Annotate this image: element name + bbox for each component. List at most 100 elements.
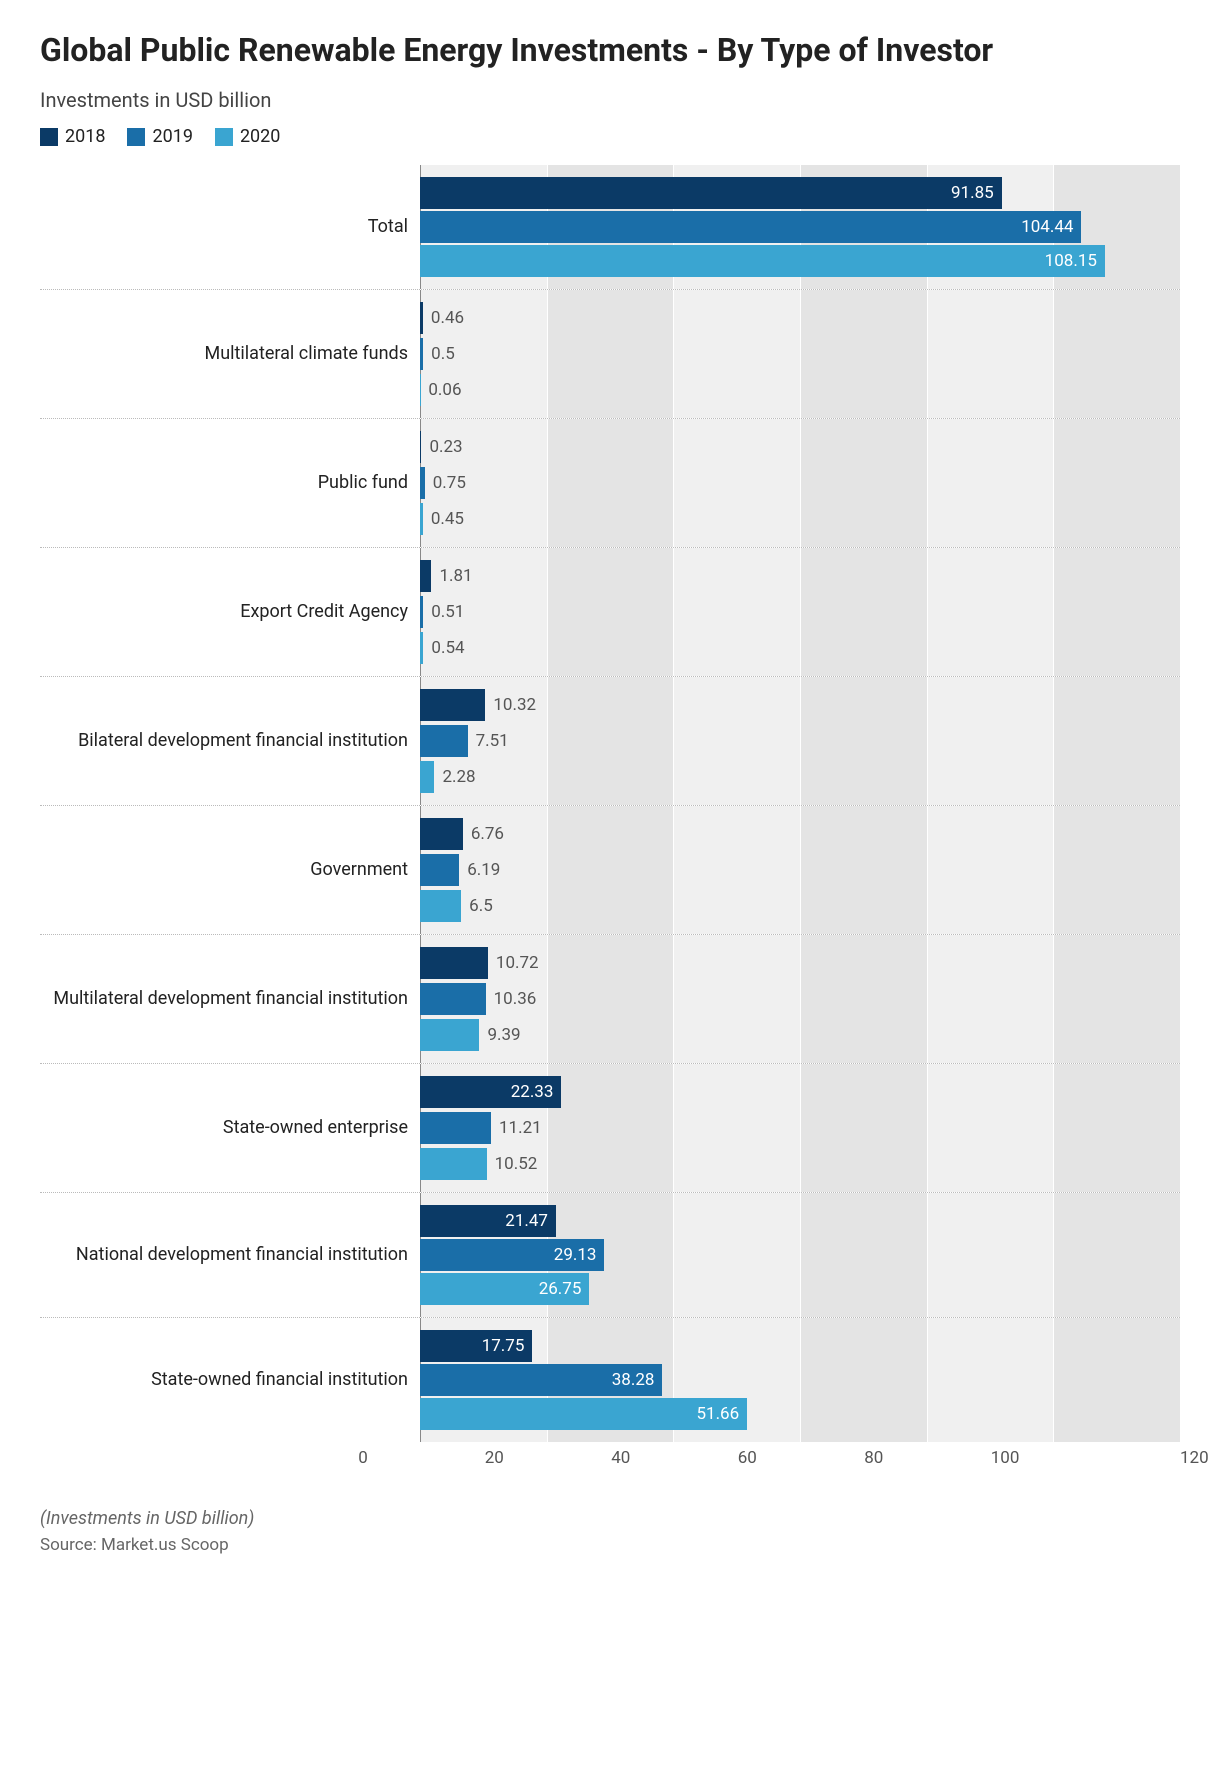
chart-source: Source: Market.us Scoop <box>40 1535 1180 1555</box>
bar <box>420 431 421 463</box>
x-tick-label: 120 <box>1180 1448 1209 1468</box>
bar <box>420 632 423 664</box>
bar: 104.44 <box>420 211 1081 243</box>
bar-value: 21.47 <box>505 1211 548 1231</box>
bar-value: 6.76 <box>471 824 504 844</box>
bar <box>420 818 463 850</box>
legend-swatch <box>40 128 58 146</box>
bar-wrap: 0.45 <box>420 501 1180 537</box>
category-label: Government <box>40 806 420 934</box>
bar-value: 6.19 <box>467 860 500 880</box>
bar-value: 10.36 <box>494 989 537 1009</box>
bars-container: 22.3311.2110.52 <box>420 1064 1180 1192</box>
legend-label: 2020 <box>240 126 280 147</box>
bar <box>420 467 425 499</box>
bar-wrap: 0.06 <box>420 372 1180 408</box>
x-tick: 0 <box>420 1442 547 1468</box>
grid-cell <box>927 1318 1054 1442</box>
grid-cell <box>673 1193 800 1317</box>
bar-value: 2.28 <box>442 767 475 787</box>
x-tick-label: 80 <box>864 1448 883 1468</box>
x-tick: 120 <box>1179 1442 1180 1468</box>
bar: 22.33 <box>420 1076 561 1108</box>
bar: 108.15 <box>420 245 1105 277</box>
grid-cell <box>927 1193 1054 1317</box>
bar-wrap: 0.23 <box>420 429 1180 465</box>
chart-row: Government 6.76 6.19 6.5 <box>40 805 1180 934</box>
bar-wrap: 0.46 <box>420 300 1180 336</box>
x-tick: 100 <box>1053 1442 1180 1468</box>
chart-row: Total91.85104.44108.15 <box>40 165 1180 289</box>
bar: 26.75 <box>420 1273 589 1305</box>
grid-cell <box>1053 1193 1180 1317</box>
legend-label: 2018 <box>65 126 105 147</box>
bar-wrap: 7.51 <box>420 723 1180 759</box>
bars-container: 10.72 10.36 9.39 <box>420 935 1180 1063</box>
chart-row: Multilateral climate funds 0.46 0.5 0.06 <box>40 289 1180 418</box>
bars-container: 17.7538.2851.66 <box>420 1318 1180 1442</box>
bar <box>420 725 468 757</box>
bar <box>420 983 486 1015</box>
bar-wrap: 10.72 <box>420 945 1180 981</box>
x-tick: 80 <box>926 1442 1053 1468</box>
bar-wrap: 6.76 <box>420 816 1180 852</box>
category-label: State-owned enterprise <box>40 1064 420 1192</box>
bar-wrap: 0.75 <box>420 465 1180 501</box>
category-label: Multilateral climate funds <box>40 290 420 418</box>
x-tick: 40 <box>673 1442 800 1468</box>
chart-title: Global Public Renewable Energy Investmen… <box>40 30 1180 70</box>
bar <box>420 338 423 370</box>
bar-wrap: 6.19 <box>420 852 1180 888</box>
bar-wrap: 1.81 <box>420 558 1180 594</box>
bar <box>420 302 423 334</box>
bar-wrap: 0.51 <box>420 594 1180 630</box>
legend-swatch <box>127 128 145 146</box>
bar-value: 10.52 <box>495 1154 538 1174</box>
x-tick-label: 40 <box>611 1448 630 1468</box>
bar-value: 91.85 <box>951 183 994 203</box>
bar-value: 0.75 <box>433 473 466 493</box>
bar-wrap: 9.39 <box>420 1017 1180 1053</box>
bar-wrap: 10.36 <box>420 981 1180 1017</box>
bar-value: 10.32 <box>493 695 536 715</box>
bar-value: 0.46 <box>431 308 464 328</box>
bar-value: 0.51 <box>431 602 464 622</box>
bar <box>420 947 488 979</box>
category-label: Bilateral development financial institut… <box>40 677 420 805</box>
x-tick: 60 <box>800 1442 927 1468</box>
bar-value: 0.5 <box>431 344 455 364</box>
bar <box>420 1112 491 1144</box>
bar <box>420 560 431 592</box>
category-label: Export Credit Agency <box>40 548 420 676</box>
bar-value: 0.06 <box>428 380 461 400</box>
bar-wrap: 10.32 <box>420 687 1180 723</box>
bar-value: 9.39 <box>487 1025 520 1045</box>
bar <box>420 1019 479 1051</box>
legend: 2018 2019 2020 <box>40 126 1180 147</box>
chart-row: National development financial instituti… <box>40 1192 1180 1317</box>
bars-container: 21.47 29.13 26.75 <box>420 1193 1180 1317</box>
bars-container: 0.23 0.75 0.45 <box>420 419 1180 547</box>
bar-value: 10.72 <box>496 953 539 973</box>
bar-wrap: 6.5 <box>420 888 1180 924</box>
bar-wrap: 10.52 <box>420 1146 1180 1182</box>
bar: 29.13 <box>420 1239 604 1271</box>
legend-item: 2018 <box>40 126 105 147</box>
bars-container: 91.85 104.44 108.15 <box>420 165 1180 289</box>
legend-item: 2019 <box>127 126 192 147</box>
legend-swatch <box>215 128 233 146</box>
bar <box>420 1148 487 1180</box>
x-tick-label: 60 <box>738 1448 757 1468</box>
bar: 38.28 <box>420 1364 662 1396</box>
bar-wrap: 2.28 <box>420 759 1180 795</box>
grid-cell <box>1053 1318 1180 1442</box>
bars-container: 10.32 7.51 2.28 <box>420 677 1180 805</box>
bar-value: 108.15 <box>1045 251 1097 271</box>
bar-value: 29.13 <box>554 1245 597 1265</box>
grid-cell <box>800 1193 927 1317</box>
bar: 91.85 <box>420 177 1002 209</box>
bar-value: 0.23 <box>429 437 462 457</box>
bar: 21.47 <box>420 1205 556 1237</box>
bar: 17.75 <box>420 1330 532 1362</box>
chart-row: Multilateral development financial insti… <box>40 934 1180 1063</box>
